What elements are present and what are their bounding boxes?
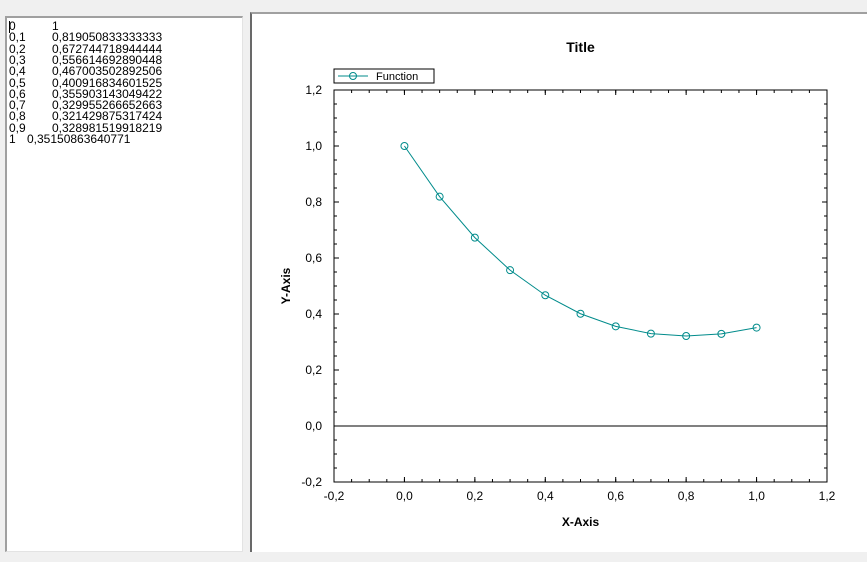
data-point: [435, 192, 444, 201]
data-line-y: 0,355903143049422: [52, 86, 163, 101]
y-tick-label: 1,0: [305, 139, 322, 153]
y-axis-label: Y-Axis: [279, 267, 293, 304]
data-line-x: 0,1: [9, 30, 26, 45]
text-caret: [9, 21, 10, 33]
x-tick-label: -0,2: [324, 489, 345, 503]
data-line-y: 0,556614692890448: [52, 52, 163, 67]
data-line-x: 0,7: [9, 98, 26, 113]
legend-box: [333, 68, 435, 84]
data-line-x: 0,6: [9, 86, 26, 101]
x-tick-label: 1,2: [819, 489, 836, 503]
y-tick-label: 0,6: [305, 251, 322, 265]
data-point: [717, 329, 726, 338]
data-line-y: 0,819050833333333: [52, 30, 163, 45]
series-line: [404, 145, 757, 337]
data-line-y: 0,321429875317424: [52, 109, 163, 124]
y-tick-label: 0,0: [305, 419, 322, 433]
y-tick-label: 0,4: [305, 307, 322, 321]
x-tick-label: 1,0: [748, 489, 765, 503]
data-line-y: 0,35150863640771: [27, 132, 131, 146]
data-line-x: 0,3: [9, 52, 26, 67]
y-tick-label: 0,8: [305, 195, 322, 209]
data-line-y: 0,328981519918219: [52, 120, 163, 135]
data-point: [646, 329, 655, 338]
data-line-x: 0: [9, 19, 16, 33]
x-tick-label: 0,0: [396, 489, 413, 503]
data-line-y: 1: [52, 19, 59, 33]
y-tick-label: 1,2: [305, 83, 322, 97]
data-line-y: 0,672744718944444: [52, 41, 163, 56]
chart-title: Title: [566, 39, 595, 55]
x-tick-label: 0,8: [678, 489, 695, 503]
data-textbox[interactable]: 0 1 0,1 0,819050833333333 0,2 0,6727447189444…: [5, 16, 243, 552]
x-tick-label: 0,6: [607, 489, 624, 503]
data-line-y: 0,329955266652663: [52, 98, 163, 113]
legend-label: Function: [376, 71, 418, 83]
legend-marker: [349, 72, 357, 80]
data-point: [752, 323, 761, 332]
data-line-y: 0,400916834601525: [52, 75, 163, 90]
data-point: [541, 291, 550, 300]
data-point: [506, 266, 515, 275]
data-point: [470, 233, 479, 242]
data-point: [400, 142, 409, 150]
data-line-x: 1: [9, 132, 16, 146]
data-line-x: 0,5: [9, 75, 26, 90]
plot-frame: [333, 89, 828, 483]
data-point: [576, 309, 585, 318]
data-line-y: 0,467003502892506: [52, 64, 163, 79]
data-point: [611, 322, 620, 331]
data-line-x: 0,8: [9, 109, 26, 124]
data-point: [682, 331, 691, 340]
x-tick-label: 0,4: [537, 489, 554, 503]
data-line-x: 0,2: [9, 41, 26, 56]
x-tick-label: 0,2: [467, 489, 484, 503]
chart-svg: Title -0,2 0,0 0,2 0,4 0,6 0,8 1,0 1,2 1,2 1,0 0,8 0…: [279, 39, 836, 529]
x-axis-label: X-Axis: [562, 515, 600, 529]
data-line-x: 0,4: [9, 64, 26, 79]
chart-panel: Title -0,2 0,0 0,2 0,4 0,6 0,8 1,0 1,2 1,2 1,0 0,8 0…: [250, 12, 867, 552]
y-tick-label: 0,2: [305, 363, 322, 377]
y-tick-label: -0,2: [301, 475, 322, 489]
data-line-x: 0,9: [9, 120, 26, 135]
